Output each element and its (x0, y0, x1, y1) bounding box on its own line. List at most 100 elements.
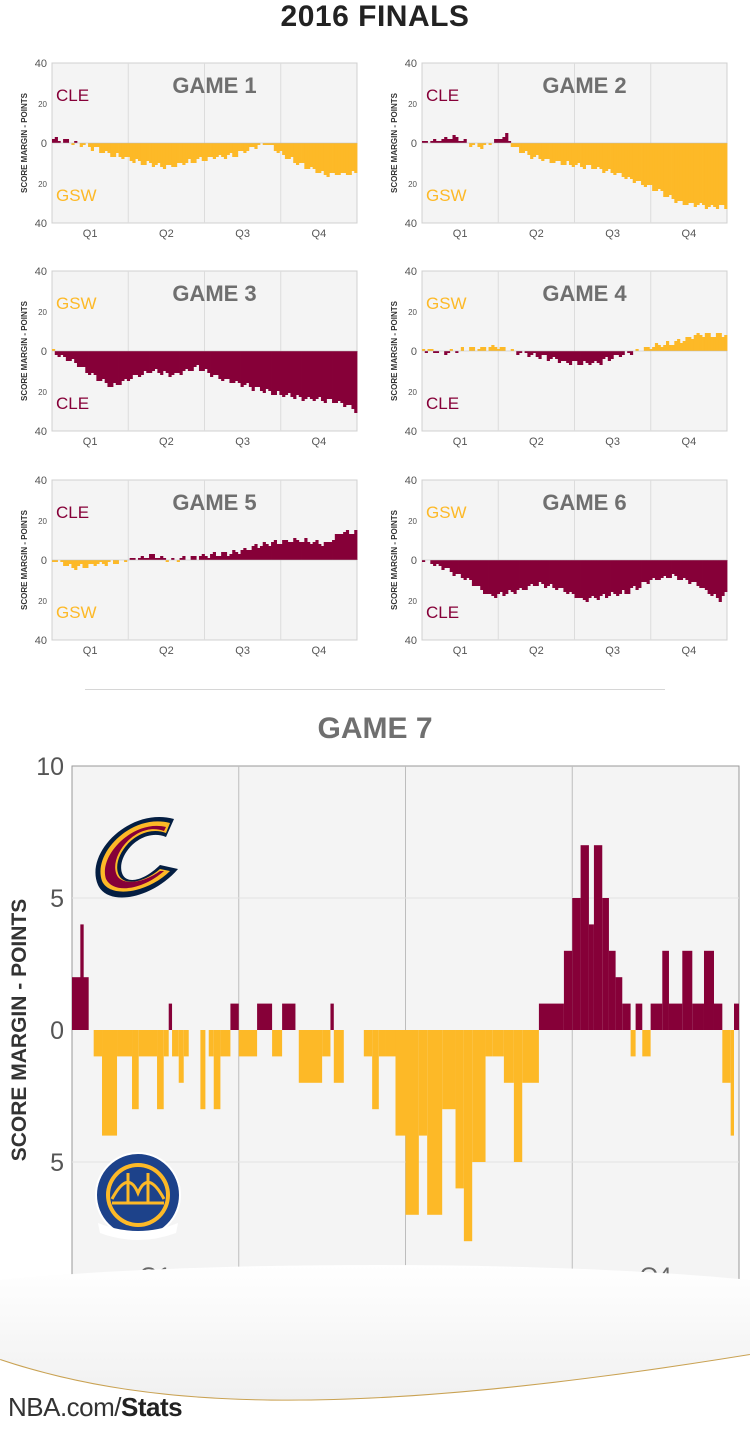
margin-bar (668, 345, 672, 351)
margin-bar (215, 143, 219, 157)
margin-bar (485, 1030, 493, 1057)
margin-bar (115, 560, 119, 564)
margin-bar (722, 1030, 731, 1083)
bottom-team-label: CLE (56, 394, 89, 413)
margin-bar (599, 560, 603, 596)
margin-bar (494, 560, 498, 598)
margin-bar (596, 143, 600, 167)
margin-bar (154, 351, 158, 369)
margin-bar (99, 351, 103, 381)
margin-bar (696, 333, 700, 351)
margin-bar (151, 351, 155, 371)
margin-bar (624, 560, 628, 594)
margin-bar (223, 552, 228, 560)
margin-bar (666, 560, 670, 578)
margin-bar (165, 143, 169, 165)
margin-bar (276, 544, 280, 560)
margin-bar (532, 351, 537, 353)
margin-bar (146, 351, 150, 373)
margin-bar (284, 540, 289, 560)
margin-bar (137, 351, 142, 377)
margin-bar (519, 560, 523, 588)
margin-bar (629, 351, 634, 355)
margin-bar (293, 351, 297, 399)
game-2-chart: 40 20 0 20 40 SCORE MARGIN - POINTS Q1 Q2 Q3 Q4 GA… (390, 55, 750, 255)
game7-margin-bars (72, 845, 739, 1242)
margin-bar (88, 560, 92, 564)
margin-bar (449, 139, 453, 143)
margin-bar (276, 351, 280, 391)
margin-bar (638, 560, 642, 588)
cavaliers-logo-gold (100, 821, 170, 892)
margin-bar (198, 143, 203, 157)
margin-bar (276, 143, 280, 153)
margin-bar (516, 560, 520, 590)
margin-bar (193, 143, 197, 163)
margin-bar (157, 558, 161, 560)
margin-bar (240, 550, 244, 560)
margin-bar (146, 558, 150, 560)
margin-bar (345, 143, 350, 175)
margin-bar (707, 560, 711, 594)
margin-bar (480, 347, 484, 351)
margin-bar (652, 560, 656, 578)
margin-bar (284, 143, 289, 159)
margin-bar (110, 143, 114, 157)
margin-bar (204, 143, 208, 161)
y-axis-label: SCORE MARGIN - POINTS (20, 509, 29, 610)
quarter-label: Q1 (83, 228, 98, 240)
margin-bar (682, 341, 686, 351)
margin-bar (326, 351, 330, 399)
y-tick-label: 40 (35, 58, 47, 70)
margin-bar (585, 560, 589, 602)
game-5-svg: 40 20 0 20 40 SCORE MARGIN - POINTS Q1 Q2 Q3 Q4 GA… (20, 475, 358, 657)
margin-bar (54, 560, 58, 562)
margin-bar (137, 558, 142, 560)
bottom-team-label: CLE (426, 394, 459, 413)
margin-bar (693, 335, 697, 351)
margin-bar (671, 143, 675, 199)
margin-bar (337, 143, 341, 175)
margin-bar (496, 139, 501, 143)
margin-bar (715, 560, 720, 598)
quarter-label: Q4 (682, 436, 697, 448)
margin-bar (629, 143, 634, 179)
margin-bar (505, 133, 509, 143)
margin-bar (79, 351, 83, 367)
margin-bar (287, 542, 291, 560)
quarter-label: Q1 (453, 436, 468, 448)
margin-bar (449, 560, 453, 572)
y-axis-label: SCORE MARGIN - POINTS (390, 92, 399, 193)
margin-bars (52, 530, 358, 570)
margin-bar (272, 1030, 283, 1057)
margin-bar (115, 351, 119, 385)
margin-bar (334, 534, 338, 560)
margin-bar (599, 351, 603, 365)
margin-bar (538, 143, 542, 159)
margin-bar (268, 351, 272, 391)
margin-bar (259, 546, 264, 560)
margin-bar (140, 143, 144, 165)
margin-bar (238, 1030, 258, 1057)
margin-bar (296, 143, 300, 165)
margin-bar (345, 351, 350, 405)
margin-bar (218, 556, 222, 560)
margin-bar (549, 560, 553, 584)
y-tick-label: 40 (405, 266, 417, 278)
margin-bar (566, 143, 570, 161)
margin-bar (282, 1003, 296, 1030)
y-tick-label: 40 (35, 635, 47, 647)
margin-bar (563, 143, 567, 165)
margin-bars (422, 560, 728, 602)
margin-bar (215, 556, 219, 560)
margin-bar (126, 351, 131, 381)
quarter-label: Q4 (312, 645, 327, 657)
nba-stats-logo[interactable]: NBA.com/Stats (8, 1392, 183, 1423)
margin-bar (696, 560, 700, 586)
margin-bar (616, 351, 620, 355)
top-team-label: CLE (426, 86, 459, 105)
margin-bar (566, 351, 570, 363)
margin-bar (516, 351, 520, 355)
